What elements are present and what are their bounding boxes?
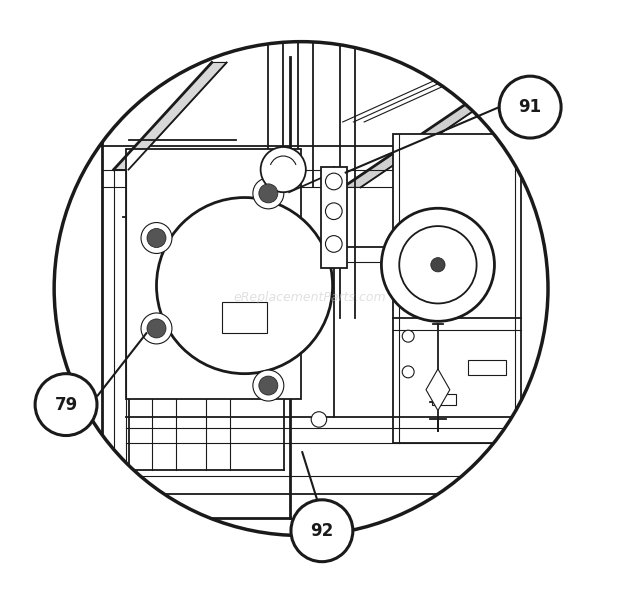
- Circle shape: [259, 376, 278, 395]
- Circle shape: [402, 366, 414, 378]
- Circle shape: [147, 319, 166, 338]
- Circle shape: [141, 313, 172, 344]
- Circle shape: [253, 178, 284, 209]
- Circle shape: [35, 374, 97, 436]
- Circle shape: [291, 500, 353, 562]
- Bar: [222, 302, 267, 333]
- Circle shape: [499, 76, 561, 138]
- Text: 91: 91: [518, 98, 542, 116]
- Circle shape: [253, 370, 284, 401]
- Circle shape: [311, 412, 327, 427]
- Circle shape: [141, 223, 172, 253]
- Circle shape: [156, 198, 332, 374]
- Bar: [393, 134, 521, 443]
- Text: eReplacementParts.com: eReplacementParts.com: [234, 291, 386, 304]
- Polygon shape: [113, 62, 227, 170]
- Bar: [125, 149, 301, 399]
- Circle shape: [381, 208, 494, 321]
- Circle shape: [259, 184, 278, 203]
- Bar: [321, 167, 347, 268]
- Circle shape: [399, 226, 477, 303]
- Circle shape: [402, 330, 414, 342]
- Circle shape: [326, 236, 342, 252]
- Bar: [467, 360, 507, 375]
- Text: 79: 79: [55, 396, 78, 414]
- Circle shape: [431, 258, 445, 272]
- Polygon shape: [426, 369, 450, 411]
- Circle shape: [260, 147, 306, 192]
- Circle shape: [326, 203, 342, 220]
- Circle shape: [147, 228, 166, 248]
- Text: 92: 92: [310, 522, 334, 540]
- Circle shape: [326, 173, 342, 190]
- Polygon shape: [343, 62, 545, 187]
- Bar: [432, 394, 456, 405]
